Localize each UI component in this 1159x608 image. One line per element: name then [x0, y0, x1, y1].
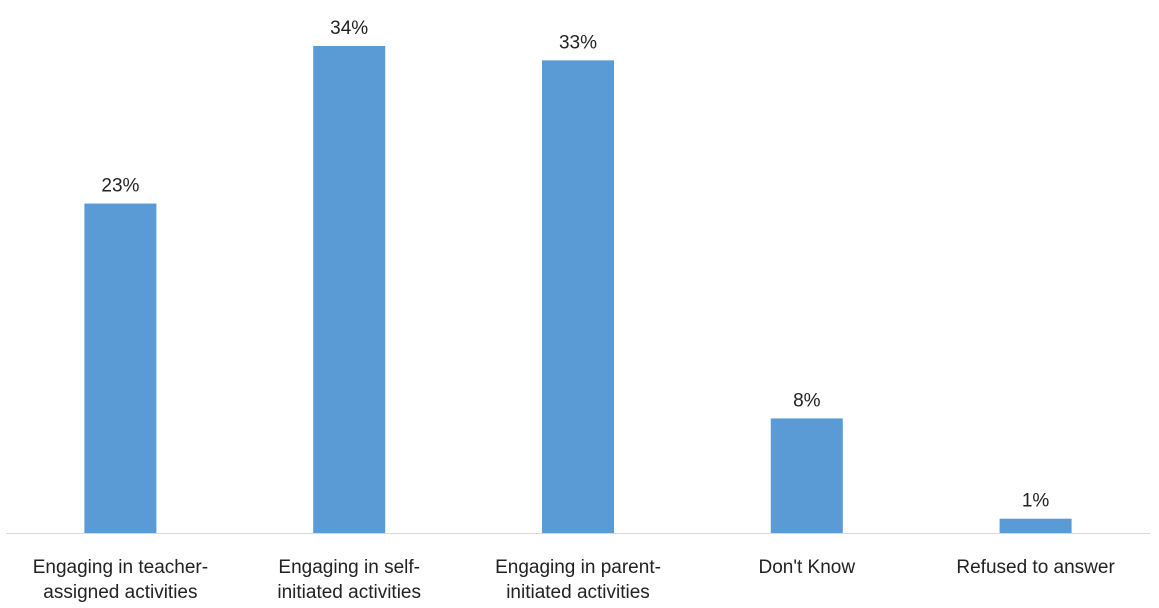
category-label-line: Refused to answer [956, 557, 1115, 578]
category-label-line: Engaging in parent- [495, 557, 661, 578]
bar-5 [999, 518, 1072, 533]
category-label-line: initiated activities [506, 582, 650, 603]
bar-1 [84, 203, 157, 533]
category-label-1: Engaging in teacher-assigned activities [33, 557, 208, 603]
bar-2 [313, 46, 386, 533]
category-label-5: Refused to answer [956, 557, 1115, 578]
bars-group [84, 46, 1072, 534]
data-label-4: 8% [793, 390, 821, 411]
category-label-2: Engaging in self-initiated activities [277, 557, 421, 603]
data-label-1: 23% [101, 176, 139, 197]
category-label-4: Don't Know [759, 557, 856, 578]
category-label-line: Don't Know [759, 557, 856, 578]
bar-4 [770, 418, 843, 533]
category-label-3: Engaging in parent-initiated activities [495, 557, 661, 603]
category-label-line: Engaging in self- [278, 557, 420, 578]
data-label-2: 34% [330, 18, 368, 39]
bar-3 [542, 60, 614, 534]
data-label-3: 33% [559, 32, 597, 53]
value-labels-group: 23% 34% 33% 8% 1% [101, 18, 1049, 512]
category-label-line: Engaging in teacher- [33, 557, 208, 578]
data-label-5: 1% [1022, 491, 1050, 512]
category-labels-group: Engaging in teacher-assigned activitiesE… [33, 557, 1116, 603]
category-label-line: assigned activities [43, 582, 197, 603]
category-label-line: initiated activities [277, 582, 421, 603]
